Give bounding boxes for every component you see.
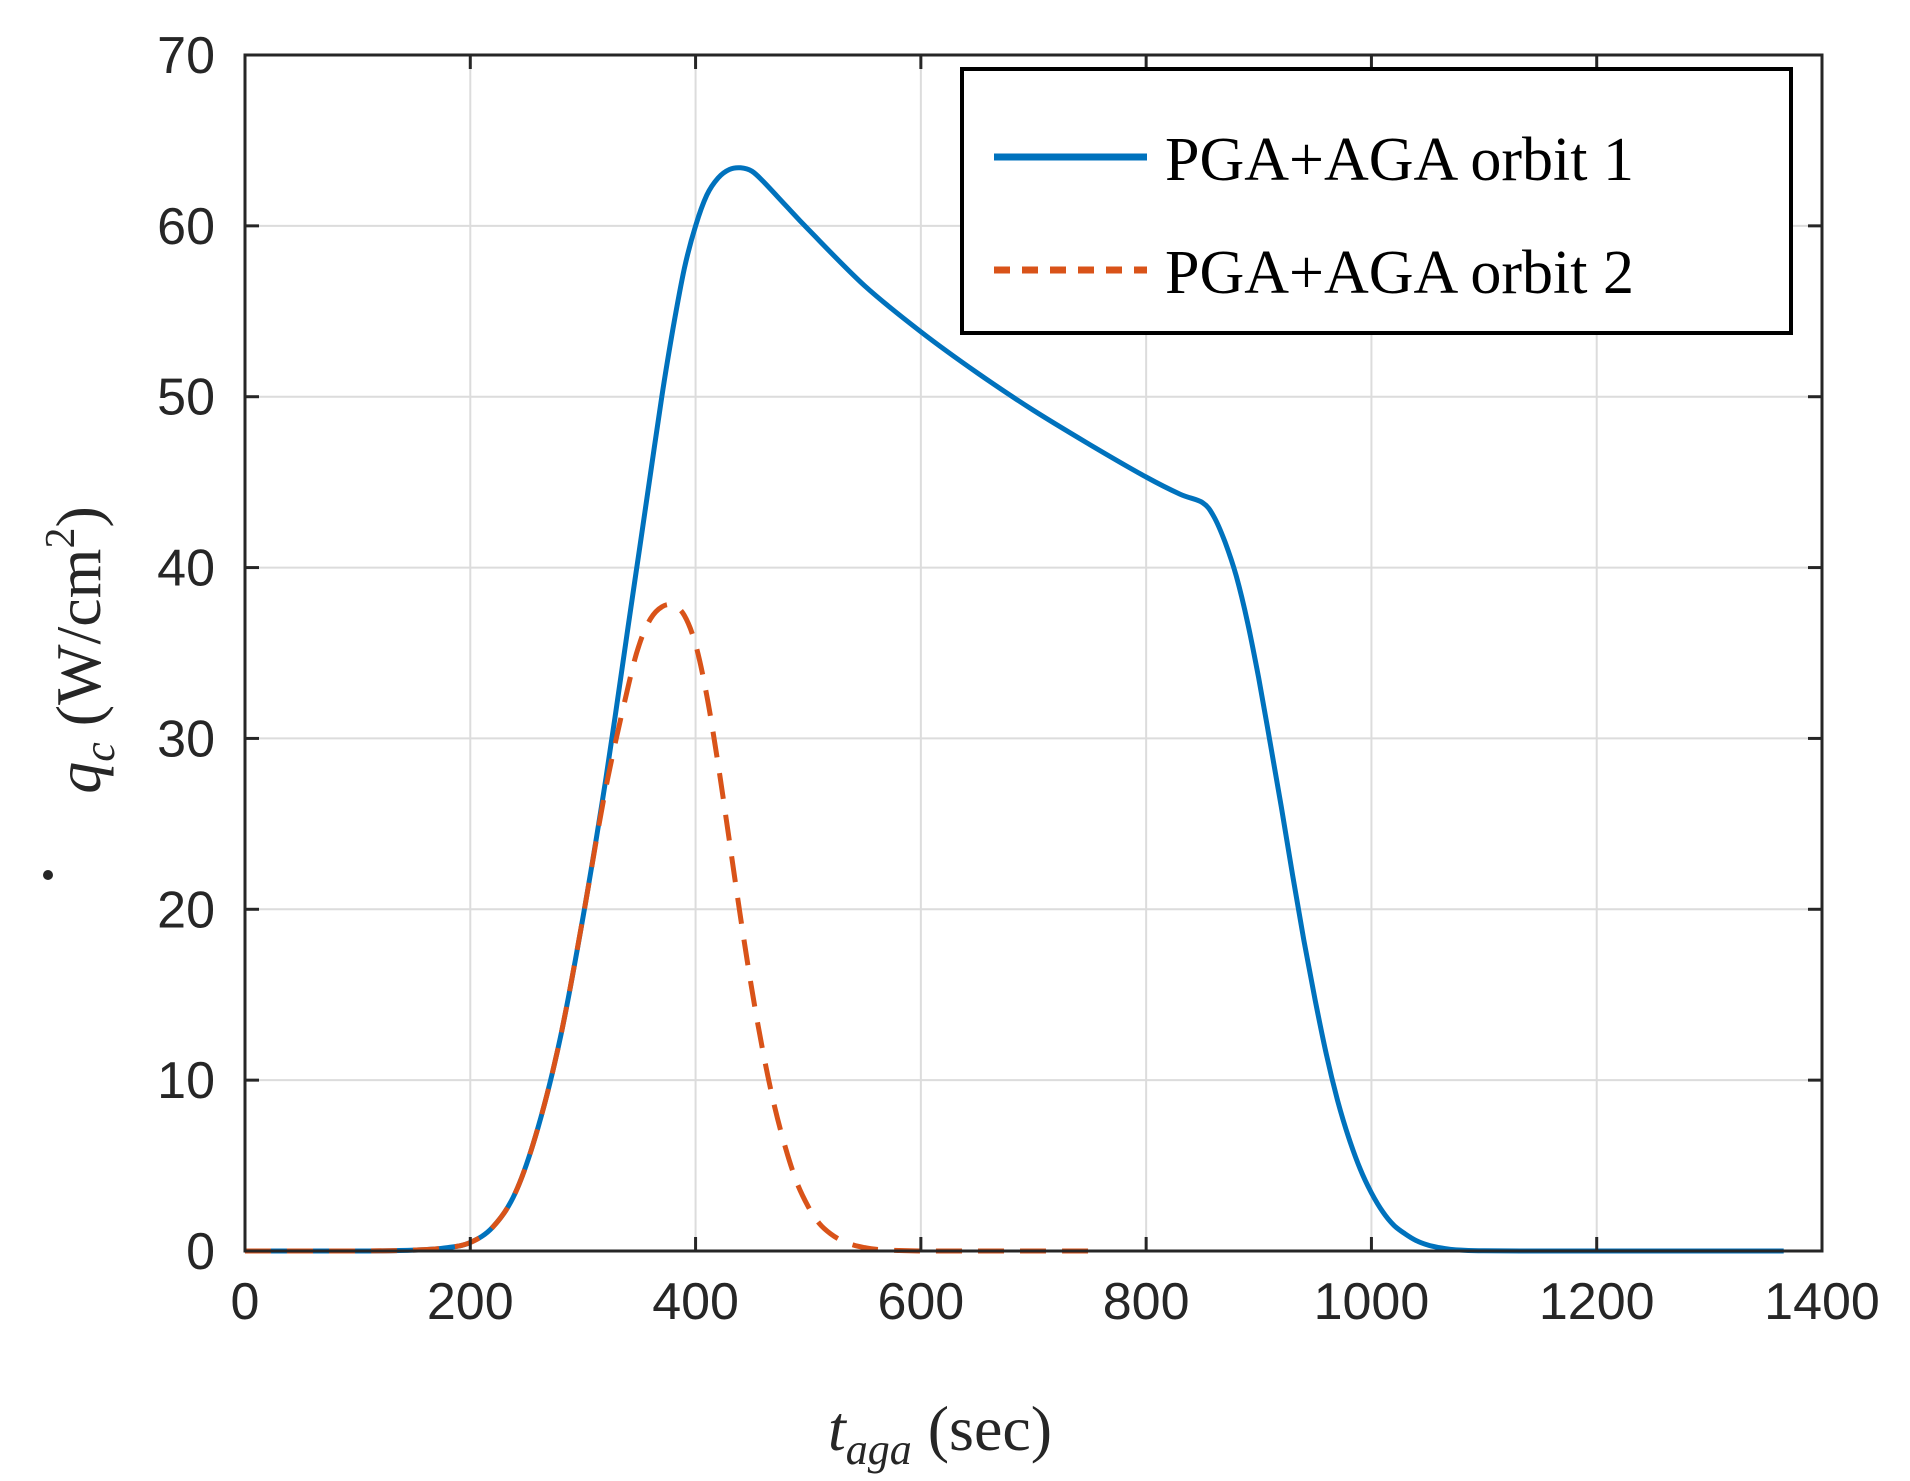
x-tick-label: 1400 — [1764, 1273, 1880, 1331]
x-axis-label-unit: (sec) — [928, 1393, 1052, 1464]
y-tick-label: 0 — [186, 1223, 215, 1281]
x-axis-label-subscript: aga — [846, 1425, 912, 1474]
x-tick-label: 600 — [877, 1273, 964, 1331]
y-tick-label: 20 — [157, 881, 215, 939]
y-axis-label-unit-sup: 2 — [38, 528, 84, 549]
x-tick-label: 800 — [1103, 1273, 1190, 1331]
y-tick-label: 40 — [157, 540, 215, 598]
series-layer — [244, 165, 1784, 1254]
svg-text:qc (W/cm2): qc (W/cm2) — [38, 506, 124, 794]
y-tick-label: 60 — [157, 198, 215, 256]
x-axis-label: taga (sec) — [828, 1393, 1052, 1474]
x-tick-label: 0 — [231, 1273, 260, 1331]
x-axis-label-base: t — [828, 1393, 848, 1464]
ticks — [243, 53, 1824, 1253]
legend: PGA+AGA orbit 1 PGA+AGA orbit 2 — [960, 67, 1793, 335]
plot-frame — [243, 53, 1824, 1253]
y-tick-label: 50 — [157, 369, 215, 427]
legend-label-orbit-1: PGA+AGA orbit 1 — [1165, 126, 1634, 194]
y-axis-label-subscript: c — [75, 742, 124, 762]
x-tick-label: 200 — [427, 1273, 514, 1331]
legend-label-orbit-2: PGA+AGA orbit 2 — [1165, 239, 1634, 307]
y-tick-label: 30 — [157, 710, 215, 768]
legend-box — [960, 67, 1793, 335]
x-tick-label: 1200 — [1539, 1273, 1655, 1331]
y-axis-label-base: q — [43, 762, 114, 794]
tick-labels: 0 200 400 600 800 1000 1200 1400 0 10 20 30 40 50 60 70 — [157, 27, 1880, 1331]
y-axis-label-dot — [43, 870, 53, 880]
x-tick-label: 1000 — [1314, 1273, 1430, 1331]
y-tick-label: 10 — [157, 1052, 215, 1110]
series-line-orbit-2 — [244, 601, 1090, 1254]
y-axis-label-unit: (W/cm — [43, 549, 114, 727]
y-tick-label: 70 — [157, 27, 215, 85]
y-axis-label: qc (W/cm2) — [38, 506, 124, 880]
y-axis-label-unit-close: ) — [43, 506, 114, 527]
x-tick-label: 400 — [652, 1273, 739, 1331]
